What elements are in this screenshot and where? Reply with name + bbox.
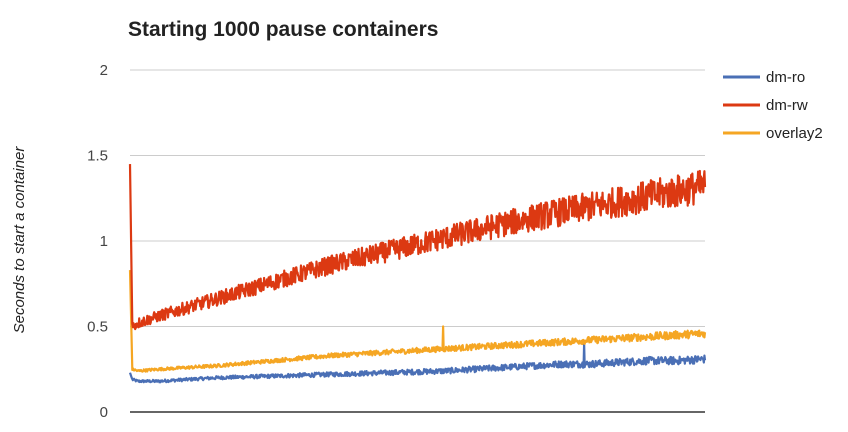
y-axis-label: Seconds to start a container (11, 146, 28, 334)
series-lines (128, 164, 707, 384)
y-tick-label: 1.5 (87, 148, 108, 165)
chart-title: Starting 1000 pause containers (128, 18, 438, 41)
y-axis-ticks: 0 0.5 1 1.5 2 (87, 62, 108, 421)
legend-label-dm-ro: dm-ro (766, 69, 805, 86)
y-tick-label: 0 (100, 404, 108, 421)
y-tick-label: 2 (100, 62, 108, 79)
series-line-overlay2 (128, 270, 707, 373)
y-tick-label: 1 (100, 233, 108, 250)
legend: dm-ro dm-rw overlay2 (723, 69, 823, 142)
series-line-dm-ro (128, 342, 707, 384)
y-tick-label: 0.5 (87, 319, 108, 336)
series-line-dm-rw (128, 164, 707, 331)
legend-label-dm-rw: dm-rw (766, 97, 808, 114)
legend-label-overlay2: overlay2 (766, 125, 823, 142)
